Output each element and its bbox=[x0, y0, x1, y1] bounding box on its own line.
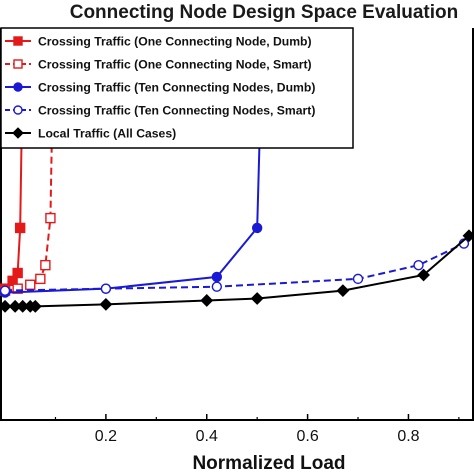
data-point bbox=[417, 268, 430, 282]
series-layer bbox=[0, 62, 474, 313]
x-tick-label: 0.4 bbox=[196, 428, 218, 445]
x-axis-label: Normalized Load bbox=[192, 453, 345, 474]
data-point bbox=[211, 281, 223, 292]
legend-label: Crossing Traffic (One Connecting Node, D… bbox=[38, 35, 312, 49]
legend-marker bbox=[13, 59, 23, 69]
legend-marker bbox=[13, 36, 23, 46]
data-point bbox=[35, 273, 46, 285]
data-point bbox=[0, 285, 11, 296]
data-point bbox=[14, 222, 26, 234]
legend-label: Local Traffic (All Cases) bbox=[38, 127, 176, 141]
data-point bbox=[45, 212, 56, 224]
legend-entry: Local Traffic (All Cases) bbox=[5, 127, 176, 141]
data-point bbox=[25, 279, 36, 290]
legend-entry: Crossing Traffic (Ten Connecting Nodes, … bbox=[5, 81, 315, 95]
data-point bbox=[99, 297, 113, 311]
data-point bbox=[251, 222, 263, 234]
data-point bbox=[250, 292, 264, 305]
data-point bbox=[200, 294, 214, 307]
legend-marker bbox=[12, 127, 24, 139]
chart-title: Connecting Node Design Space Evaluation bbox=[70, 2, 459, 23]
legend-label: Crossing Traffic (Ten Connecting Nodes, … bbox=[38, 81, 315, 95]
data-point bbox=[0, 299, 12, 313]
legend-label: Crossing Traffic (Ten Connecting Nodes, … bbox=[38, 104, 315, 118]
legend-box bbox=[0, 27, 354, 149]
data-point bbox=[12, 267, 23, 279]
legend-label: Crossing Traffic (One Connecting Node, S… bbox=[38, 58, 312, 72]
legend-entry: Crossing Traffic (One Connecting Node, D… bbox=[5, 35, 312, 49]
data-point bbox=[413, 259, 424, 271]
x-tick-label: 0.2 bbox=[95, 428, 117, 445]
x-ticks: 0.2 0.4 0.6 0.8 bbox=[54, 414, 460, 445]
data-point bbox=[40, 259, 51, 271]
data-point bbox=[462, 229, 474, 243]
data-point bbox=[336, 284, 350, 298]
series-line bbox=[5, 235, 470, 308]
data-point bbox=[352, 273, 364, 285]
data-point bbox=[28, 299, 42, 313]
series-local-traffic-all-cases bbox=[0, 229, 474, 313]
data-point bbox=[12, 283, 23, 294]
legend: Crossing Traffic (One Connecting Node, D… bbox=[0, 27, 354, 149]
x-tick-label: 0.6 bbox=[296, 428, 318, 445]
series-crossing-traffic-ten-connecting-nodes-smart bbox=[0, 238, 470, 296]
legend-entry: Crossing Traffic (One Connecting Node, S… bbox=[5, 58, 312, 72]
x-tick-label: 0.8 bbox=[397, 428, 419, 445]
data-point bbox=[211, 271, 223, 283]
data-point bbox=[100, 283, 112, 294]
legend-entry: Crossing Traffic (Ten Connecting Nodes, … bbox=[5, 104, 315, 118]
series-line bbox=[5, 242, 465, 292]
legend-marker bbox=[13, 105, 23, 115]
legend-marker bbox=[13, 82, 23, 92]
